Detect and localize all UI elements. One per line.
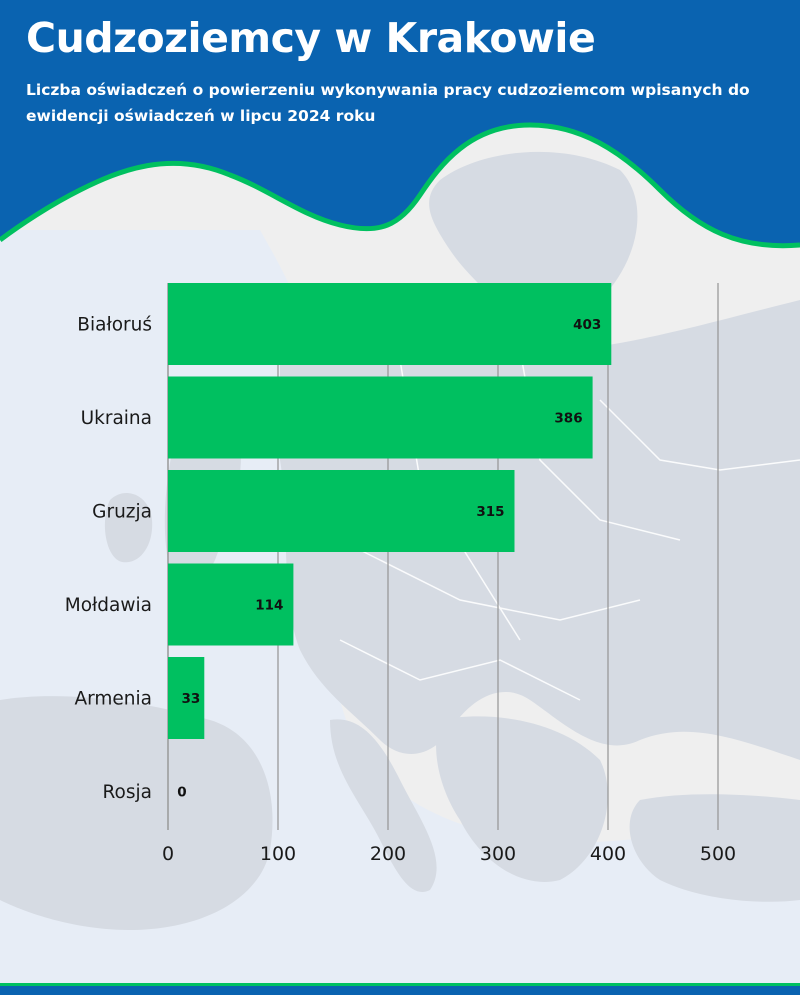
footer-accent bbox=[0, 983, 800, 986]
land-balkans bbox=[436, 716, 608, 882]
category-label: Gruzja bbox=[92, 502, 152, 523]
x-tick-labels: 0 100 200 300 400 500 bbox=[162, 843, 736, 865]
category-label: Rosja bbox=[103, 782, 152, 803]
x-tick-label: 100 bbox=[260, 843, 296, 865]
bar bbox=[168, 470, 515, 552]
land-iberia bbox=[0, 696, 273, 930]
category-label: Białoruś bbox=[77, 315, 152, 336]
bar bbox=[168, 563, 294, 646]
value-label: 114 bbox=[255, 598, 283, 614]
x-tick-label: 500 bbox=[700, 843, 736, 865]
header-wave-accent bbox=[0, 122, 800, 249]
value-label: 315 bbox=[476, 504, 504, 520]
bar bbox=[168, 657, 205, 739]
bar bbox=[168, 283, 612, 365]
land-ireland bbox=[104, 492, 153, 563]
category-label: Ukraina bbox=[81, 408, 152, 429]
bars bbox=[168, 283, 612, 739]
value-label: 403 bbox=[573, 317, 601, 333]
page-title: Cudzoziemcy w Krakowie bbox=[26, 14, 596, 62]
category-label: Armenia bbox=[74, 689, 152, 710]
page-subtitle: Liczba oświadczeń o powierzeniu wykonywa… bbox=[26, 81, 750, 125]
x-tick-label: 0 bbox=[162, 843, 174, 865]
category-label: Mołdawia bbox=[65, 595, 152, 616]
value-label: 33 bbox=[182, 691, 201, 707]
x-tick-label: 200 bbox=[370, 843, 406, 865]
x-tick-label: 400 bbox=[590, 843, 626, 865]
land-italy bbox=[330, 719, 437, 892]
value-label: 0 bbox=[177, 785, 186, 801]
header-band bbox=[0, 0, 800, 246]
category-labels: Białoruś Ukraina Gruzja Mołdawia Armenia Rosj… bbox=[65, 315, 152, 804]
bar bbox=[168, 376, 593, 459]
land-turkey bbox=[629, 794, 800, 902]
x-tick-label: 300 bbox=[480, 843, 516, 865]
value-labels: 403 386 315 114 33 0 bbox=[177, 317, 601, 801]
value-label: 386 bbox=[554, 411, 582, 427]
gridlines bbox=[167, 283, 719, 830]
